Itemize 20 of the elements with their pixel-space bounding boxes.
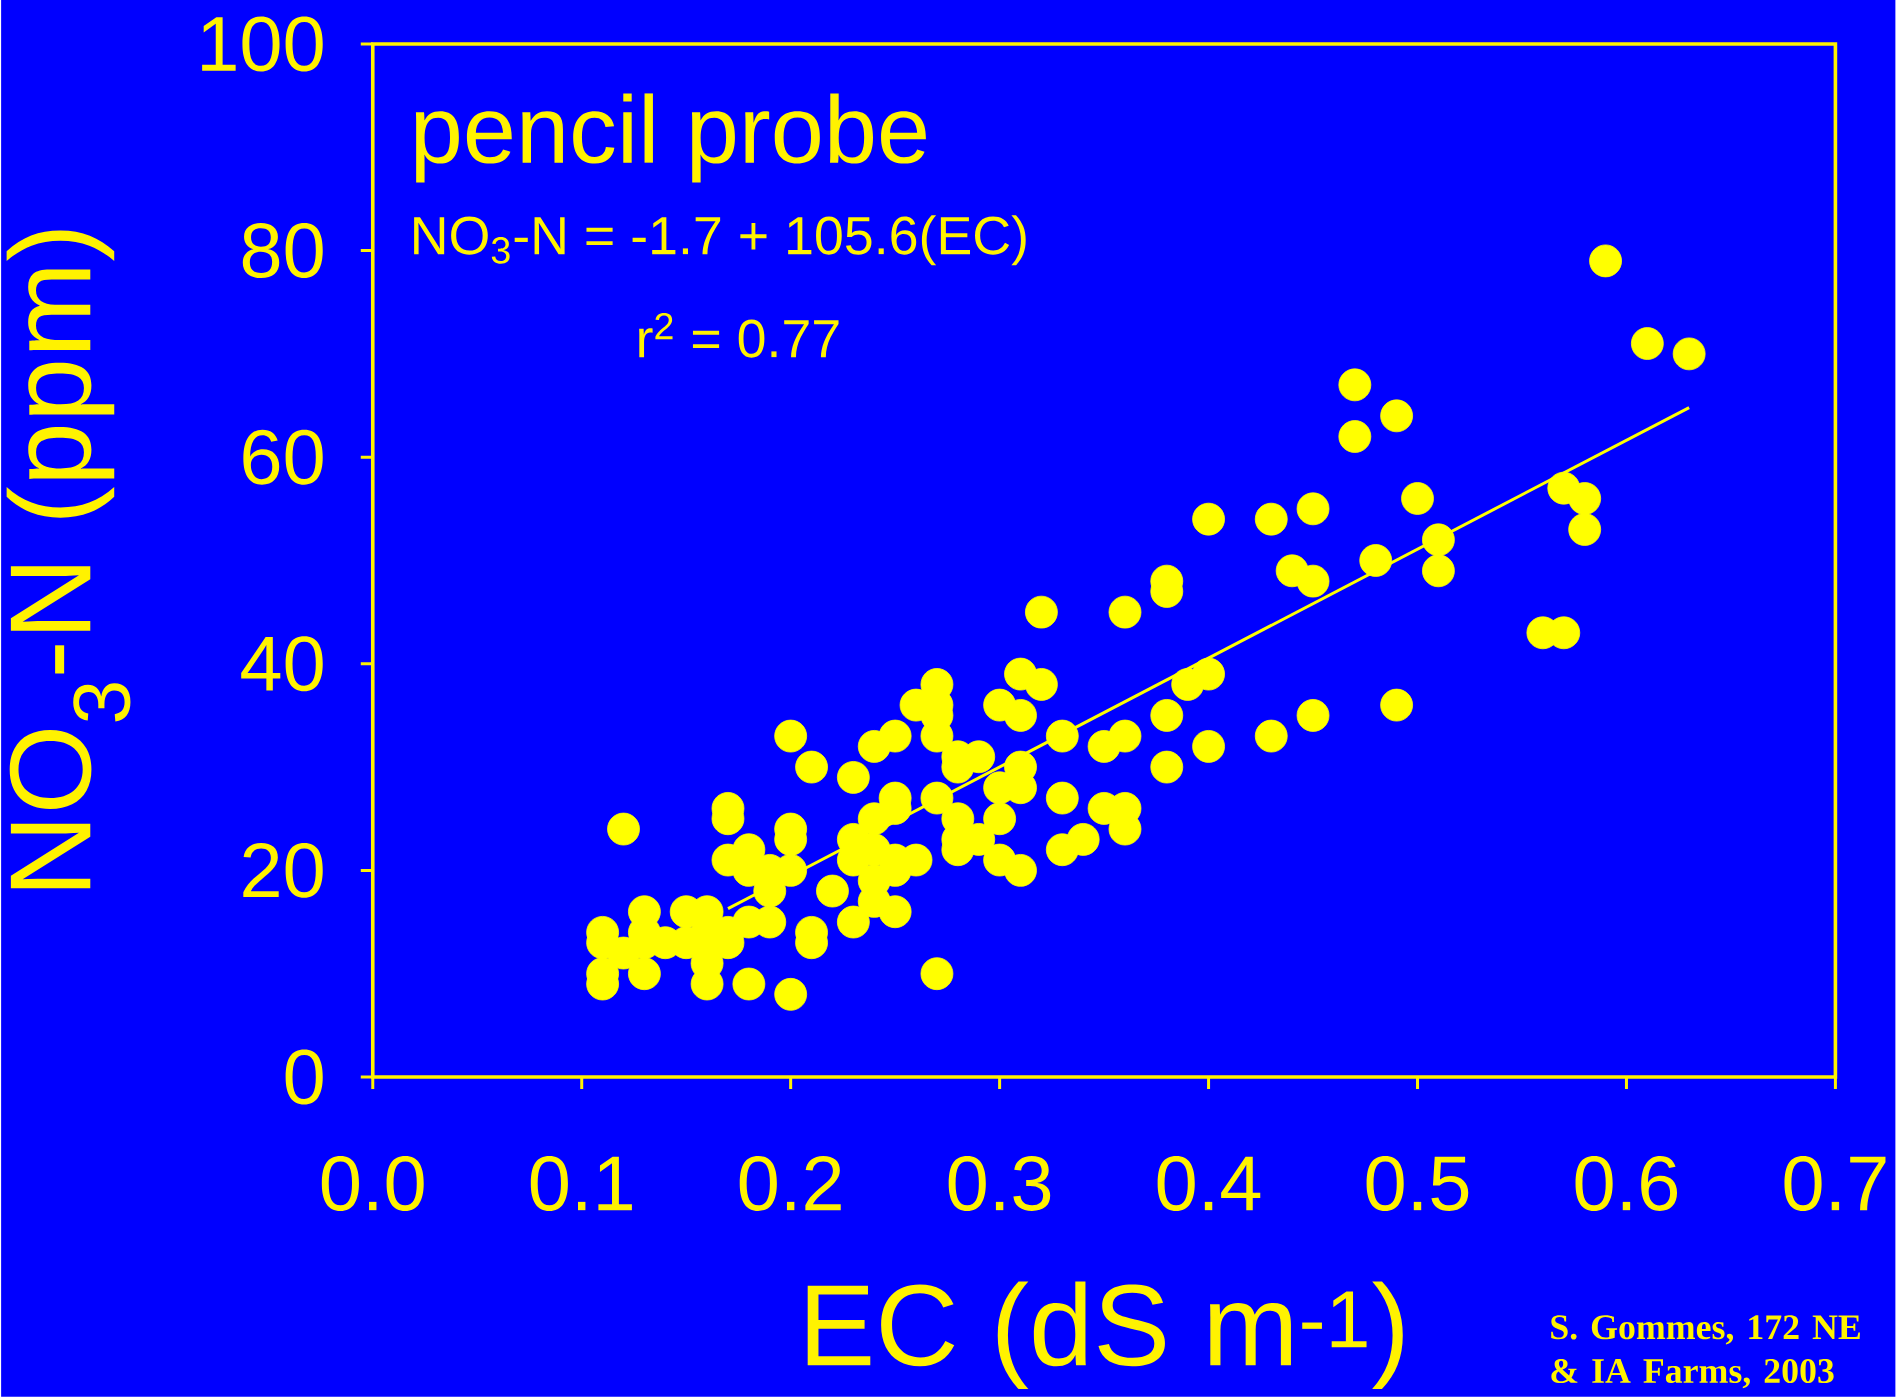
x-tick-label: 0.2 (739, 1156, 841, 1212)
annotation: pencil probe (415, 93, 926, 183)
y-tick-label: 100 (202, 16, 323, 72)
text: S. Gommes, 172 NE & IA Farms, 2003 (1551, 1315, 1860, 1389)
y-tick-label: 60 (243, 429, 323, 485)
x-tick-label: 0.3 (948, 1156, 1051, 1212)
y-tick-label: 80 (242, 223, 323, 279)
x-tick-label: 0.7 (1784, 1156, 1886, 1212)
x-axis-title: EC (dS m$^{-1}$) (807, 1281, 1403, 1390)
y-tick-label: 20 (243, 843, 323, 898)
y-tick-label: 40 (241, 636, 323, 692)
x-tick-label: 0.1 (530, 1156, 632, 1212)
x-tick-label: 0.5 (1366, 1156, 1469, 1212)
annotation: r$^{2}$ = 0.77 (639, 313, 839, 358)
y-tick-label: 0 (285, 1049, 323, 1105)
y-axis-title: NO$_{3}$-N (ppm) (6, 230, 131, 889)
x-tick-label: 0.0 (321, 1156, 424, 1212)
x-tick-label: 0.6 (1575, 1156, 1678, 1212)
x-tick-label: 0.4 (1157, 1156, 1261, 1212)
annotation: NO$_{3}$-N = -1.7 + 105.6(EC) (414, 215, 1026, 266)
